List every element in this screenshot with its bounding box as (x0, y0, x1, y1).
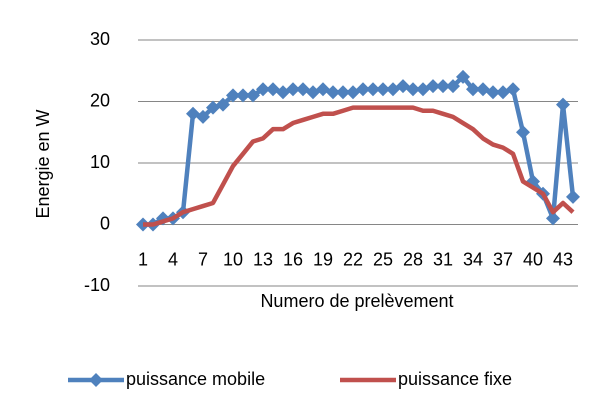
x-tick-label: 31 (433, 249, 453, 269)
marker (256, 82, 270, 97)
series-line (143, 105, 575, 227)
marker (376, 82, 390, 97)
legend-label: puissance mobile (126, 369, 265, 389)
x-tick-label: 19 (313, 249, 333, 269)
marker (566, 189, 580, 204)
marker (326, 85, 340, 100)
marker (366, 82, 380, 97)
marker (356, 82, 370, 97)
legend-marker (89, 373, 103, 387)
x-tick-label: 25 (373, 249, 393, 269)
marker (446, 79, 460, 94)
marker (436, 79, 450, 94)
marker (196, 109, 210, 124)
x-tick-label: 7 (198, 249, 208, 269)
marker (506, 82, 520, 97)
x-tick-label: 16 (283, 249, 303, 269)
x-tick-label: 43 (553, 249, 573, 269)
marker (556, 97, 570, 112)
y-tick-label: 30 (90, 29, 110, 49)
marker (336, 85, 350, 100)
x-tick-label: 1 (138, 249, 148, 269)
legend-label: puissance fixe (398, 369, 512, 389)
marker (426, 79, 440, 94)
x-tick-label: 40 (523, 249, 543, 269)
x-tick-label: 34 (463, 249, 483, 269)
marker (286, 82, 300, 97)
x-tick-label: 37 (493, 249, 513, 269)
x-axis-title: Numero de prelèvement (260, 291, 453, 311)
marker (456, 69, 470, 84)
x-tick-label: 10 (223, 249, 243, 269)
y-tick-label: 0 (100, 213, 110, 233)
marker (226, 88, 240, 103)
marker (236, 88, 250, 103)
marker (406, 82, 420, 97)
y-axis-title: Energie en W (33, 109, 53, 218)
y-tick-label: 10 (90, 152, 110, 172)
marker (216, 97, 230, 112)
marker (546, 211, 560, 226)
x-tick-label: 28 (403, 249, 423, 269)
y-tick-label: 20 (90, 90, 110, 110)
marker (246, 88, 260, 103)
x-tick-label: 13 (253, 249, 273, 269)
marker (486, 85, 500, 100)
x-tick-label: 4 (168, 249, 178, 269)
marker (516, 125, 530, 140)
y-tick-label: -10 (84, 275, 110, 295)
x-tick-label: 22 (343, 249, 363, 269)
marker (466, 82, 480, 97)
